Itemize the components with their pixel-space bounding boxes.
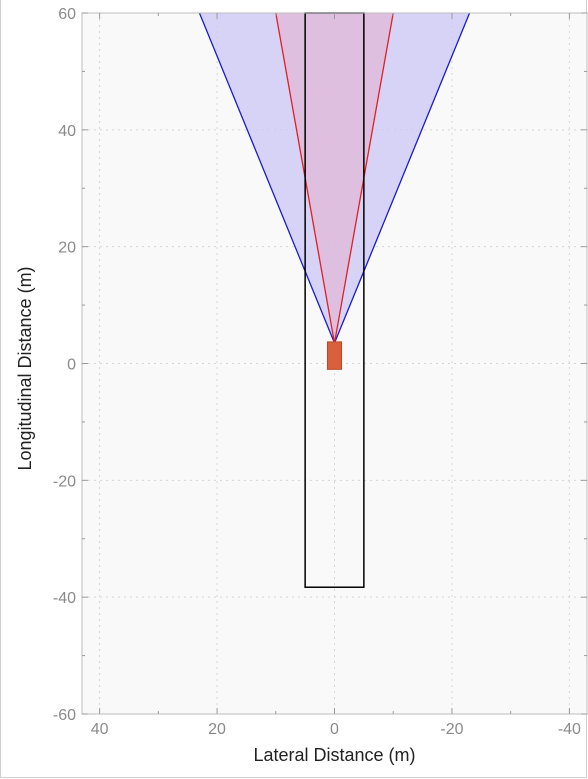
y-tick-label: 0 [67,357,76,374]
y-axis-title: Longitudinal Distance (m) [15,266,35,470]
y-tick-label: -60 [53,707,76,724]
x-tick-label: -40 [558,721,581,738]
x-tick-label: -20 [440,721,463,738]
y-tick-label: 20 [58,240,76,257]
y-tick-label: -40 [53,590,76,607]
y-tick-label: -20 [53,473,76,490]
x-axis-title: Lateral Distance (m) [253,745,415,765]
x-tick-label: 40 [91,721,109,738]
coverage-wide-edge [333,12,471,344]
coverage-wide-edge [198,12,336,344]
x-tick-label: 20 [208,721,226,738]
ego-vehicle [326,341,343,370]
y-tick-label: 40 [58,123,76,140]
plot-series [198,12,471,588]
x-tick-label: 0 [330,721,339,738]
y-tick-label: 60 [58,6,76,23]
axis-ticks [82,12,587,715]
tick-labels: 40 20 0 -20 -40 60 40 20 0 -20 -40 -60 [53,6,581,738]
